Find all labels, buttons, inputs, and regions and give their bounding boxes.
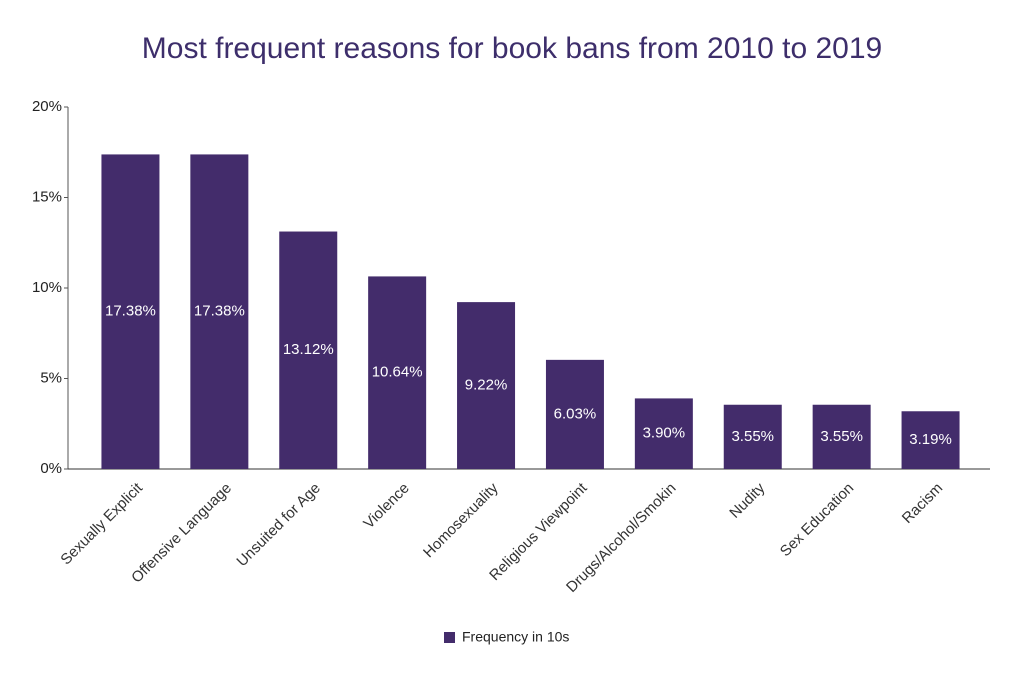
bar xyxy=(101,154,160,469)
y-tick-label: 5% xyxy=(40,369,62,386)
data-label: 6.03% xyxy=(554,405,597,422)
x-tick-label: Religious Viewpoint xyxy=(486,479,591,584)
data-label: 3.90% xyxy=(643,425,686,442)
y-tick-label: 15% xyxy=(32,188,62,205)
bar xyxy=(190,154,249,469)
data-label: 10.64% xyxy=(372,364,423,381)
x-tick-label: Offensive Language xyxy=(128,480,235,587)
x-tick-label: Homosexuality xyxy=(420,479,502,561)
data-label: 3.55% xyxy=(820,428,863,445)
x-tick-label: Violence xyxy=(360,480,413,533)
x-tick-label: Nudity xyxy=(726,479,768,521)
chart-title: Most frequent reasons for book bans from… xyxy=(142,32,882,65)
x-tick-label: Racism xyxy=(899,480,946,527)
data-label: 3.55% xyxy=(731,428,774,445)
bar xyxy=(812,404,871,469)
y-tick-label: 20% xyxy=(32,98,62,115)
bar xyxy=(457,302,516,469)
data-label: 13.12% xyxy=(283,341,334,358)
data-label: 3.19% xyxy=(909,431,952,448)
data-label: 9.22% xyxy=(465,377,508,394)
y-tick-label: 10% xyxy=(32,279,62,296)
y-tick-label: 0% xyxy=(40,460,62,477)
bar xyxy=(368,276,427,469)
bar xyxy=(279,231,338,469)
bar xyxy=(723,404,782,469)
x-tick-label: Sexually Explicit xyxy=(57,479,146,568)
data-label: 17.38% xyxy=(105,303,156,320)
bar xyxy=(901,411,960,469)
x-tick-label: Unsuited for Age xyxy=(233,480,323,570)
legend-label: Frequency in 10s xyxy=(462,629,569,645)
bar xyxy=(545,359,604,469)
x-tick-label: Sex Education xyxy=(777,480,857,560)
data-label: 17.38% xyxy=(194,303,245,320)
bar xyxy=(634,398,693,469)
legend-swatch xyxy=(444,632,455,643)
